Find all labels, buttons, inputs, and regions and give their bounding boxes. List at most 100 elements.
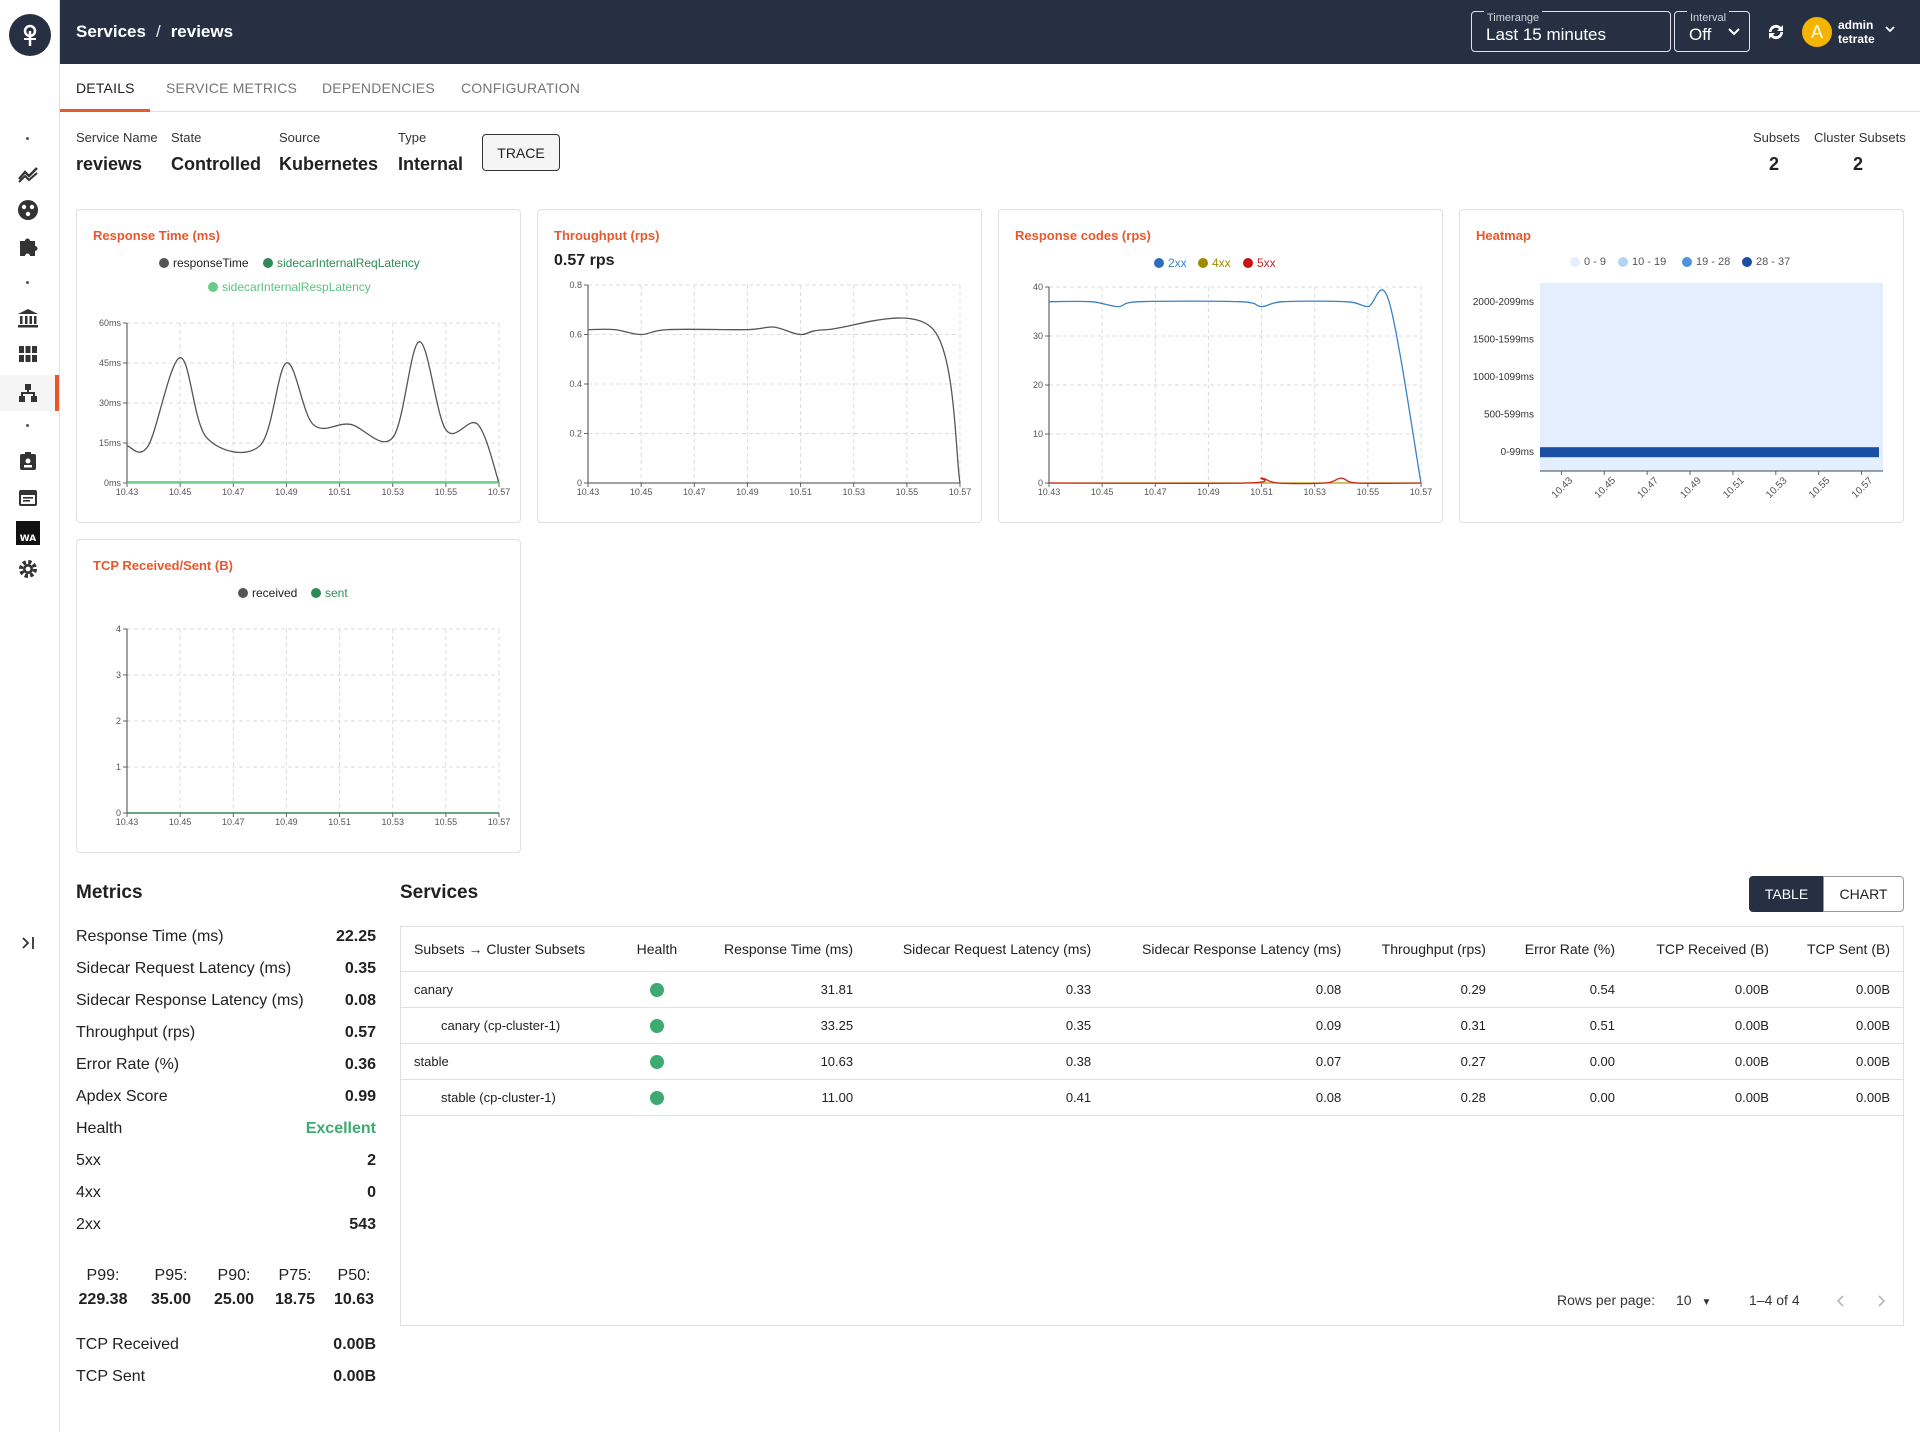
legend-bucket-3[interactable]: 28 - 37 bbox=[1742, 256, 1790, 268]
legend-5xx[interactable]: 5xx bbox=[1243, 256, 1276, 270]
cell-subset: stable bbox=[401, 1043, 620, 1080]
cell-tcp-sent: 0.00B bbox=[1781, 1079, 1903, 1116]
x-tick-label: 10.51 bbox=[1250, 487, 1273, 497]
legend-2xx[interactable]: 2xx bbox=[1154, 256, 1187, 270]
heatmap-y-label: 2000-2099ms bbox=[1473, 297, 1534, 308]
tab-details[interactable]: DETAILS bbox=[76, 80, 135, 96]
legend-4xx[interactable]: 4xx bbox=[1198, 256, 1231, 270]
column-header-throughput[interactable]: Throughput (rps) bbox=[1354, 927, 1499, 972]
tab-service-metrics[interactable]: SERVICE METRICS bbox=[166, 80, 298, 96]
chart-view-button[interactable]: CHART bbox=[1823, 876, 1904, 912]
dashboard-icon[interactable] bbox=[16, 342, 40, 366]
x-tick-label: 10.49 bbox=[736, 487, 759, 497]
cluster-subsets-label: Cluster Subsets bbox=[1814, 130, 1906, 145]
percentile-label: P50: bbox=[337, 1267, 371, 1284]
bank-icon[interactable] bbox=[16, 306, 40, 330]
percentile-label: P95: bbox=[154, 1267, 188, 1284]
heatmap-x-label: 10.57 bbox=[1850, 475, 1876, 501]
timerange-value: Last 15 minutes bbox=[1486, 25, 1607, 44]
y-tick-label: 0.8 bbox=[569, 280, 582, 290]
next-page-icon[interactable] bbox=[1873, 1293, 1889, 1309]
calendar-icon[interactable] bbox=[16, 485, 40, 509]
cell-tcp-received: 0.00B bbox=[1628, 1079, 1782, 1116]
metric-tcp-sent: TCP Sent 0.00B bbox=[76, 1368, 376, 1392]
percentile-p90: P90: 25.00 bbox=[204, 1264, 264, 1312]
legend-bucket-0[interactable]: 0 - 9 bbox=[1570, 256, 1606, 268]
x-tick-label: 10.51 bbox=[328, 487, 351, 497]
response-time-chart: 0ms 15ms 30ms 45ms 60ms 10.43 10.45 10.47 10.49 1… bbox=[99, 318, 510, 497]
tcp-card: TCP Received/Sent (B) received sent 0 1 2 3… bbox=[76, 539, 521, 853]
table-row[interactable]: stable (cp-cluster-1) 11.00 0.41 0.08 0.… bbox=[401, 1079, 1903, 1116]
timerange-label: Timerange bbox=[1484, 11, 1543, 25]
legend-label: sidecarInternalRespLatency bbox=[222, 280, 371, 294]
column-header-sidecar-request[interactable]: Sidecar Request Latency (ms) bbox=[866, 927, 1105, 972]
avatar[interactable]: A bbox=[1802, 17, 1832, 47]
tab-bar: DETAILS SERVICE METRICS DEPENDENCIES CON… bbox=[60, 64, 1920, 112]
throughput-chart: 0 0.2 0.4 0.6 0.8 10.43 10.45 10.47 10.49 10.51 10… bbox=[569, 280, 971, 497]
cell-tcp-received: 0.00B bbox=[1628, 971, 1782, 1008]
legend-sent[interactable]: sent bbox=[311, 586, 348, 600]
legend-swatch bbox=[159, 258, 169, 268]
legend-sidecar-resp[interactable]: sidecarInternalRespLatency bbox=[208, 280, 371, 294]
user-menu[interactable]: admin tetrate bbox=[1838, 18, 1875, 46]
cell-sidecar-request: 0.38 bbox=[866, 1043, 1105, 1080]
column-header-error-rate[interactable]: Error Rate (%) bbox=[1498, 927, 1628, 972]
y-tick-label: 0 bbox=[116, 808, 121, 818]
x-tick-label: 10.49 bbox=[1197, 487, 1220, 497]
timerange-select[interactable]: Timerange Last 15 minutes bbox=[1471, 11, 1671, 52]
tcp-chart: 0 1 2 3 4 10.43 10.45 10.47 10.49 10.51 10.53 10.55… bbox=[116, 624, 511, 827]
tab-dependencies[interactable]: DEPENDENCIES bbox=[322, 80, 435, 96]
cell-tcp-sent: 0.00B bbox=[1781, 971, 1903, 1008]
trend-icon[interactable] bbox=[16, 162, 40, 186]
heatmap-y-label: 1500-1599ms bbox=[1473, 334, 1534, 345]
throughput-title: Throughput (rps) bbox=[554, 228, 660, 243]
breadcrumb-services-link[interactable]: Services bbox=[76, 22, 146, 41]
logo-icon[interactable] bbox=[9, 14, 51, 56]
table-row[interactable]: stable 10.63 0.38 0.07 0.27 0.00 0.00B 0… bbox=[401, 1043, 1903, 1080]
legend-bucket-1[interactable]: 10 - 19 bbox=[1618, 256, 1666, 268]
y-tick-label: 0ms bbox=[104, 478, 122, 488]
heatmap-x-label: 10.53 bbox=[1764, 475, 1790, 501]
puzzle-icon[interactable] bbox=[16, 234, 40, 258]
legend-sidecar-req[interactable]: sidecarInternalReqLatency bbox=[263, 256, 420, 270]
heatmap-y-label: 0-99ms bbox=[1501, 447, 1534, 458]
metric-value: 0.36 bbox=[344, 1056, 376, 1073]
heatmap-card: Heatmap 0 - 9 10 - 19 19 - 28 28 - 37 0-… bbox=[1459, 209, 1904, 523]
expand-sidebar-icon[interactable] bbox=[16, 931, 40, 955]
trace-button[interactable]: TRACE bbox=[482, 134, 560, 171]
metric-apdex: Apdex Score 0.99 bbox=[76, 1088, 376, 1112]
x-tick-label: 10.49 bbox=[275, 817, 298, 827]
cell-health bbox=[619, 1079, 694, 1116]
gear-icon[interactable] bbox=[16, 557, 40, 581]
badge-icon[interactable] bbox=[16, 449, 40, 473]
column-header-health[interactable]: Health bbox=[619, 927, 694, 972]
services-icon[interactable] bbox=[16, 381, 40, 405]
previous-page-icon[interactable] bbox=[1833, 1293, 1849, 1309]
heatmap-x-label: 10.43 bbox=[1550, 475, 1576, 501]
table-view-button[interactable]: TABLE bbox=[1749, 876, 1824, 912]
refresh-icon[interactable] bbox=[1764, 20, 1788, 44]
column-header-tcp-sent[interactable]: TCP Sent (B) bbox=[1781, 927, 1903, 972]
metric-label: Response Time (ms) bbox=[76, 928, 224, 945]
metric-value: 543 bbox=[349, 1216, 376, 1233]
chevron-down-icon[interactable] bbox=[1884, 24, 1896, 34]
legend-received[interactable]: received bbox=[238, 586, 297, 600]
legend-response-time[interactable]: responseTime bbox=[159, 256, 249, 270]
column-header-tcp-received[interactable]: TCP Received (B) bbox=[1628, 927, 1782, 972]
legend-bucket-2[interactable]: 19 - 28 bbox=[1682, 256, 1730, 268]
subsets-value: 2 bbox=[1769, 154, 1780, 174]
table-row[interactable]: canary (cp-cluster-1) 33.25 0.35 0.09 0.… bbox=[401, 1007, 1903, 1044]
column-header-subsets[interactable]: Subsets → Cluster Subsets bbox=[401, 927, 620, 972]
cluster-icon[interactable] bbox=[16, 198, 40, 222]
rows-per-page-select[interactable]: 10 ▼ bbox=[1676, 1292, 1711, 1308]
tab-configuration[interactable]: CONFIGURATION bbox=[461, 80, 581, 96]
column-header-sidecar-response[interactable]: Sidecar Response Latency (ms) bbox=[1104, 927, 1355, 972]
column-header-response-time[interactable]: Response Time (ms) bbox=[693, 927, 867, 972]
table-header-row: Subsets → Cluster Subsets Health Respons… bbox=[401, 927, 1903, 972]
series-line-2xx bbox=[1048, 289, 1422, 484]
table-row[interactable]: canary 31.81 0.33 0.08 0.29 0.54 0.00B 0… bbox=[401, 971, 1903, 1008]
interval-select[interactable]: Interval Off bbox=[1674, 11, 1750, 52]
wa-icon[interactable]: WA bbox=[16, 521, 40, 545]
legend-swatch bbox=[1570, 257, 1580, 267]
x-tick-label: 10.49 bbox=[275, 487, 298, 497]
